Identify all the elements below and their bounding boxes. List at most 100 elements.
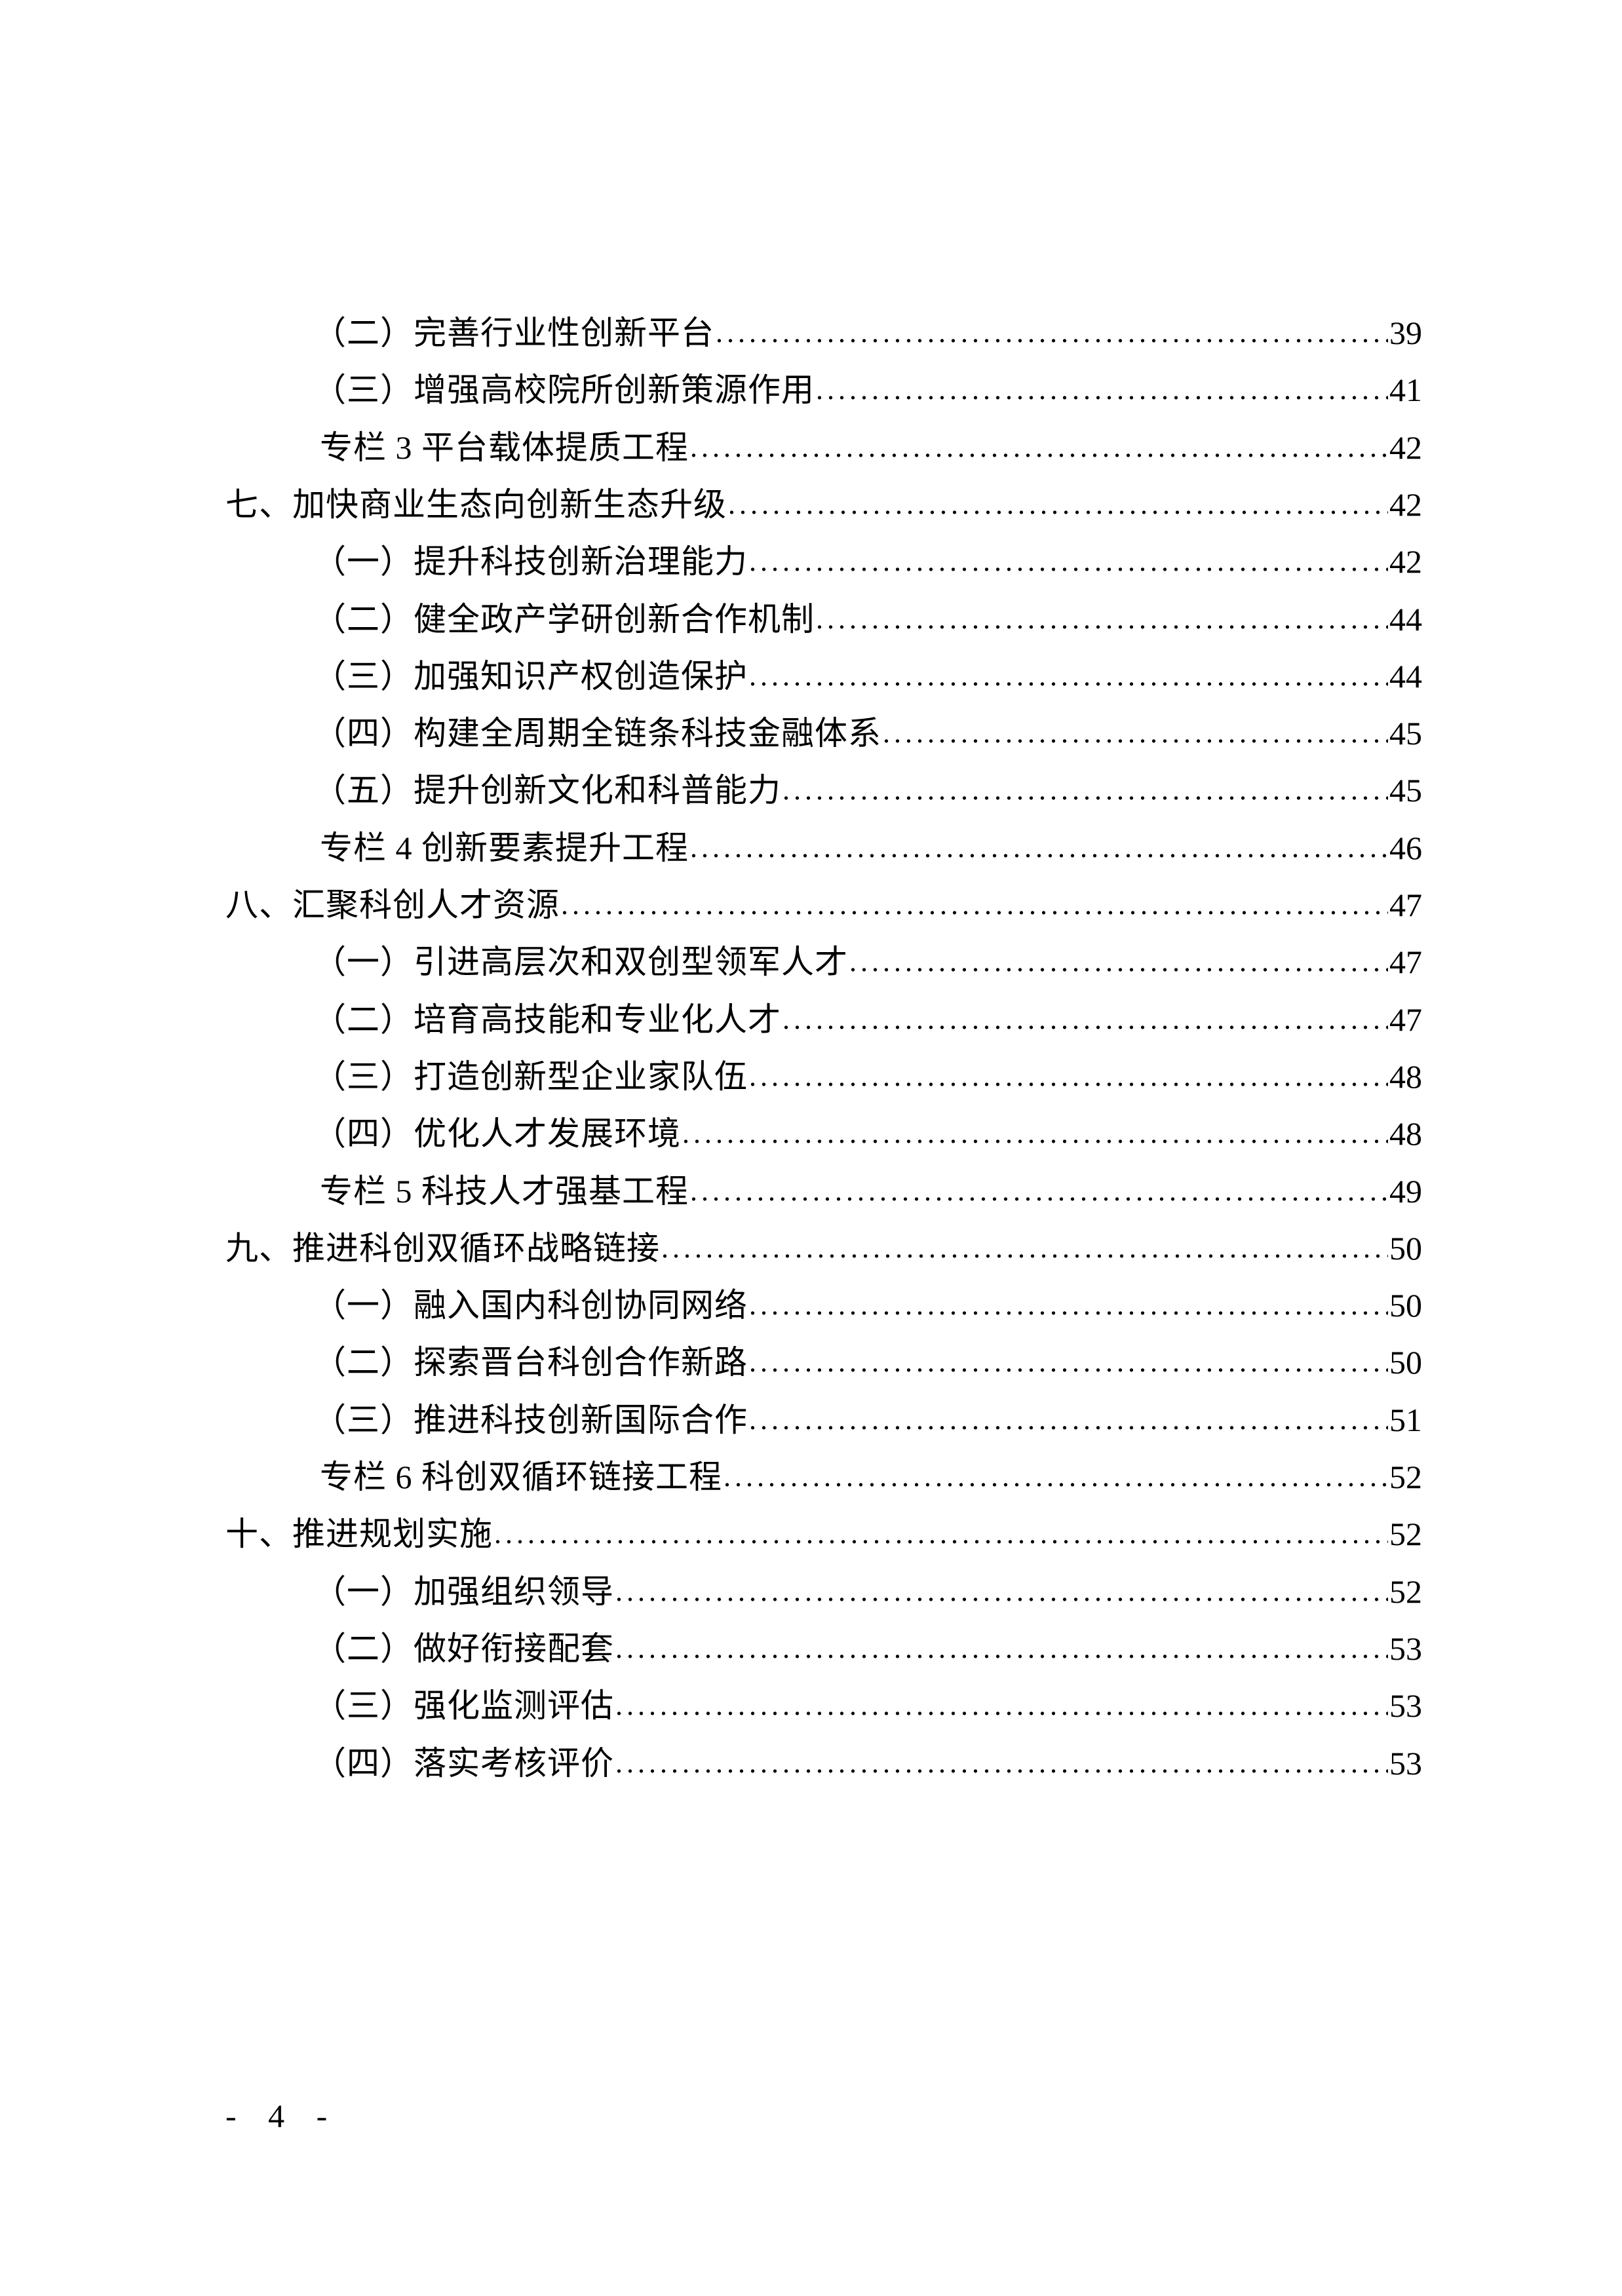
toc-entry-title: （四）落实考核评价 [313, 1744, 614, 1782]
toc-entry-section[interactable]: （三）增强高校院所创新策源作用.........................… [313, 361, 1422, 419]
toc-entry-page: 53 [1389, 1744, 1422, 1782]
toc-entry-section[interactable]: （一）引进高层次和双创型领军人才........................… [313, 933, 1422, 991]
dot-leader: ........................................… [690, 831, 1388, 864]
toc-entry-page: 52 [1389, 1573, 1422, 1610]
dot-leader: ........................................… [782, 774, 1388, 807]
toc-entry-title: （四）优化人才发展环境 [313, 1115, 681, 1153]
dot-leader: ........................................… [849, 946, 1388, 978]
dot-leader: ........................................… [690, 1174, 1388, 1207]
dot-leader: ........................................… [728, 488, 1388, 520]
dot-leader: ........................................… [615, 1632, 1388, 1664]
toc-entry-title: 专栏 4 创新要素提升工程 [320, 829, 689, 866]
toc-entry-title: 专栏 3 平台载体提质工程 [320, 429, 689, 466]
toc-entry-title: （三）打造创新型企业家队伍 [313, 1058, 748, 1095]
toc-entry-title: 八、汇聚科创人才资源 [225, 887, 560, 923]
toc-entry-page: 44 [1389, 600, 1422, 638]
toc-entry-title: （三）增强高校院所创新策源作用 [313, 372, 815, 409]
toc-entry-title: 专栏 5 科技人才强基工程 [320, 1172, 689, 1210]
toc-entry-section[interactable]: （五）提升创新文化和科普能力..........................… [313, 761, 1422, 819]
toc-entry-title: （三）加强知识产权创造保护 [313, 657, 748, 695]
toc-entry-section[interactable]: （三）强化监测评估...............................… [313, 1677, 1422, 1734]
toc-entry-title: （四）构建全周期全链条科技金融体系 [313, 715, 881, 752]
toc-entry-section[interactable]: （一）提升科技创新治理能力...........................… [313, 533, 1422, 590]
toc-entry-section[interactable]: （一）加强组织领导...............................… [313, 1563, 1422, 1620]
toc-entry-title: （二）做好衔接配套 [313, 1630, 614, 1667]
toc-entry-title: 九、推进科创双循环战略链接 [225, 1229, 660, 1267]
toc-entry-title: （二）健全政产学研创新合作机制 [313, 600, 815, 638]
dot-leader: ........................................… [749, 1060, 1388, 1092]
toc-entry-section[interactable]: （四）落实考核评价...............................… [313, 1734, 1422, 1792]
dot-leader: ........................................… [690, 430, 1388, 463]
toc-entry-title: （三）推进科技创新国际合作 [313, 1401, 748, 1438]
toc-entry-section[interactable]: （二）探索晋台科创合作新路...........................… [313, 1333, 1422, 1391]
toc-entry-chapter[interactable]: 七、加快商业生态向创新生态升级.........................… [225, 476, 1422, 533]
toc-entry-section[interactable]: （三）打造创新型企业家队伍...........................… [313, 1048, 1422, 1105]
dot-leader: ........................................… [615, 1575, 1388, 1607]
toc-entry-page: 45 [1389, 772, 1422, 809]
toc-entry-section[interactable]: （二）培育高技能和专业化人才..........................… [313, 991, 1422, 1048]
toc-entry-page: 51 [1389, 1401, 1422, 1438]
toc-entry-page: 53 [1389, 1687, 1422, 1725]
toc-entry-page: 48 [1389, 1058, 1422, 1095]
toc-entry-page: 42 [1389, 543, 1422, 581]
toc-entry-title: （二）探索晋台科创合作新路 [313, 1344, 748, 1381]
toc-entry-section[interactable]: （二）健全政产学研创新合作机制.........................… [313, 590, 1422, 648]
toc-entry-title: 专栏 6 科创双循环链接工程 [320, 1459, 722, 1495]
toc-entry-column[interactable]: 专栏 5 科技人才强基工程...........................… [320, 1162, 1422, 1220]
toc-entry-title: （一）引进高层次和双创型领军人才 [313, 944, 848, 981]
dot-leader: ........................................… [749, 1289, 1388, 1322]
dot-leader: ........................................… [561, 889, 1388, 921]
dot-leader: ........................................… [724, 1461, 1388, 1493]
toc-entry-page: 47 [1389, 944, 1422, 981]
dot-leader: ........................................… [682, 1117, 1388, 1150]
toc-entry-title: （三）强化监测评估 [313, 1687, 614, 1725]
dot-leader: ........................................… [816, 373, 1388, 406]
toc-entry-page: 47 [1389, 887, 1422, 923]
toc-entry-page: 41 [1389, 372, 1422, 409]
toc-entry-title: （一）提升科技创新治理能力 [313, 543, 748, 581]
toc-entry-section[interactable]: （二）做好衔接配套...............................… [313, 1620, 1422, 1677]
toc-entry-page: 48 [1389, 1115, 1422, 1153]
toc-entry-section[interactable]: （二）完善行业性创新平台............................… [313, 304, 1422, 362]
toc-entry-chapter[interactable]: 十、推进规划实施................................… [225, 1505, 1422, 1563]
dot-leader: ........................................… [749, 1346, 1388, 1379]
toc-entry-chapter[interactable]: 八、汇聚科创人才资源..............................… [225, 876, 1422, 934]
toc-entry-section[interactable]: （三）推进科技创新国际合作...........................… [313, 1391, 1422, 1449]
toc-entry-section[interactable]: （三）加强知识产权创造保护...........................… [313, 647, 1422, 705]
toc-entry-title: （一）融入国内科创协同网络 [313, 1287, 748, 1324]
toc-entry-title: （二）完善行业性创新平台 [313, 315, 714, 351]
toc-entry-page: 53 [1389, 1630, 1422, 1667]
toc-entry-page: 50 [1389, 1287, 1422, 1324]
toc-entry-page: 44 [1389, 657, 1422, 695]
toc-entry-column[interactable]: 专栏 6 科创双循环链接工程..........................… [320, 1448, 1422, 1506]
dot-leader: ........................................… [615, 1689, 1388, 1722]
toc-entry-column[interactable]: 专栏 4 创新要素提升工程...........................… [320, 819, 1422, 877]
toc-entry-page: 45 [1389, 715, 1422, 752]
toc-entry-section[interactable]: （四）优化人才发展环境.............................… [313, 1105, 1422, 1162]
dot-leader: ........................................… [816, 602, 1388, 635]
toc-entry-chapter[interactable]: 九、推进科创双循环战略链接...........................… [225, 1219, 1422, 1277]
toc-entry-page: 50 [1389, 1229, 1422, 1267]
toc-entry-page: 46 [1389, 829, 1422, 866]
toc-entry-title: 十、推进规划实施 [225, 1516, 493, 1553]
toc-entry-column[interactable]: 专栏 3 平台载体提质工程...........................… [320, 419, 1422, 476]
toc-entry-title: 七、加快商业生态向创新生态升级 [225, 486, 727, 523]
page-number: - 4 - [225, 2097, 339, 2134]
toc-entry-page: 42 [1389, 429, 1422, 466]
dot-leader: ........................................… [661, 1231, 1388, 1264]
toc-entry-title: （一）加强组织领导 [313, 1573, 614, 1610]
dot-leader: ........................................… [615, 1746, 1388, 1779]
dot-leader: ........................................… [749, 1403, 1388, 1436]
dot-leader: ........................................… [782, 1003, 1388, 1035]
toc-entry-page: 50 [1389, 1344, 1422, 1381]
toc-entry-section[interactable]: （一）融入国内科创协同网络...........................… [313, 1276, 1422, 1334]
toc-entry-page: 52 [1389, 1459, 1422, 1495]
toc-entry-page: 42 [1389, 486, 1422, 523]
toc-entry-section[interactable]: （四）构建全周期全链条科技金融体系.......................… [313, 704, 1422, 762]
dot-leader: ........................................… [749, 545, 1388, 578]
toc-entry-title: （二）培育高技能和专业化人才 [313, 1001, 781, 1038]
dot-leader: ........................................… [494, 1518, 1388, 1550]
toc-entry-page: 49 [1389, 1172, 1422, 1210]
dot-leader: ........................................… [883, 717, 1388, 750]
toc-entry-page: 47 [1389, 1001, 1422, 1038]
